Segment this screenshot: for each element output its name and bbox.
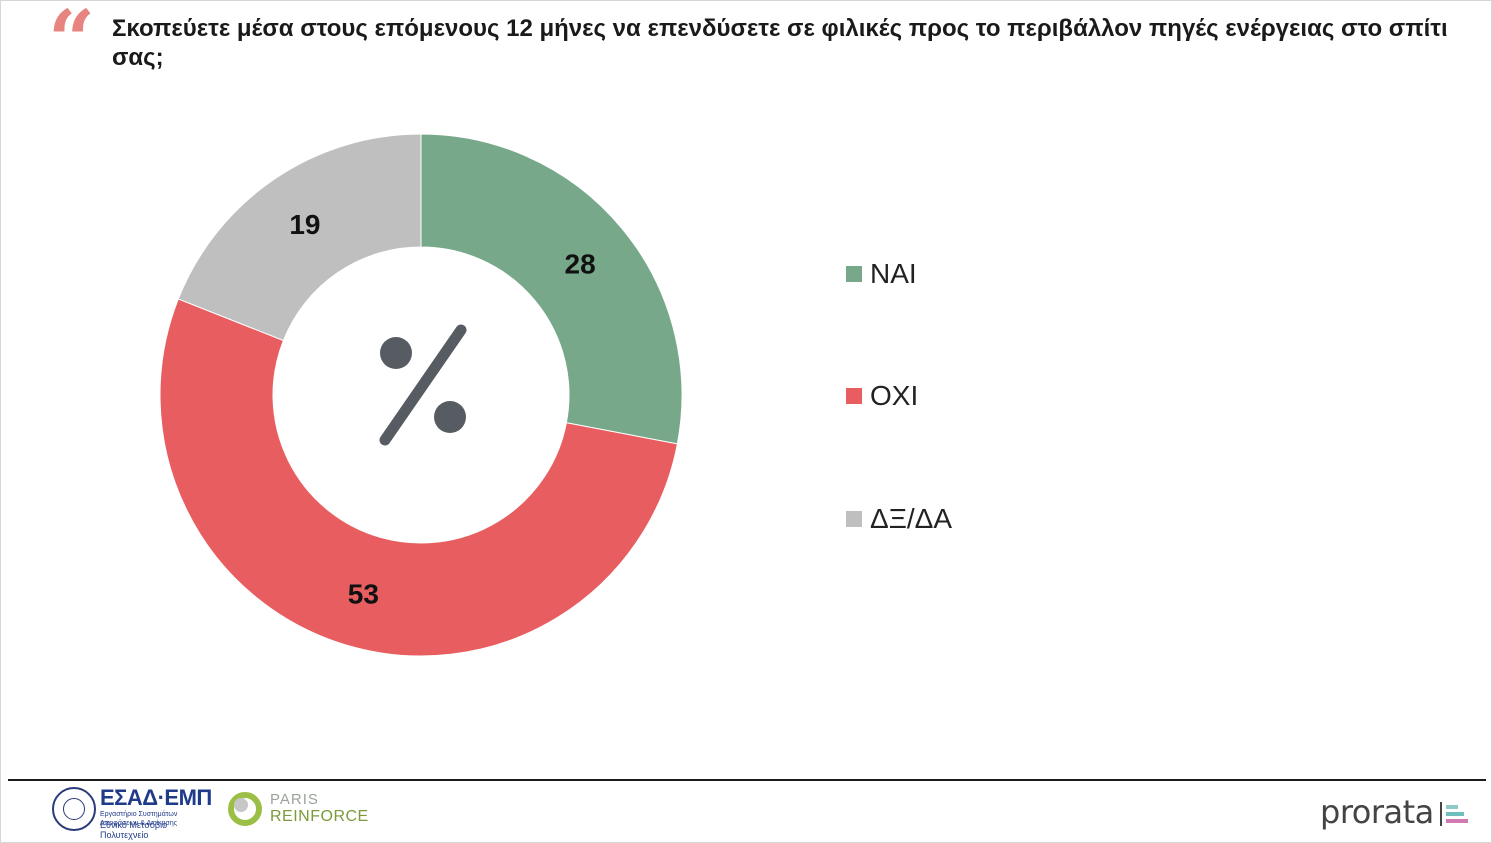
paris-reinforce-logo: PARIS REINFORCE — [228, 790, 378, 830]
quote-mark-icon: “ — [48, 0, 95, 89]
slice-value-label-1: 28 — [565, 248, 596, 279]
legend-swatch — [846, 388, 862, 404]
esad-logo-name: ΕΣΑΔ·ΕΜΠ — [100, 785, 212, 810]
legend-label: ΟΧΙ — [870, 380, 919, 411]
percent-icon — [379, 324, 467, 446]
prorata-logo: prorata — [1320, 794, 1470, 834]
footer-divider — [8, 779, 1486, 781]
prorata-bars-icon — [1440, 802, 1468, 826]
donut-slice-2 — [159, 298, 678, 657]
paris-logo-line1: PARIS — [270, 791, 319, 808]
esad-logo-subtitle: Εργαστήριο Συστημάτων Αποφάσεων & Διοίκη… — [100, 811, 178, 827]
donut-slice-1 — [420, 133, 683, 445]
legend-swatch — [846, 511, 862, 527]
paris-reinforce-mark-icon — [228, 792, 262, 826]
ntua-seal-icon — [52, 787, 96, 831]
prorata-logo-text: prorata — [1320, 793, 1434, 831]
legend-swatch — [846, 266, 862, 282]
legend-label: ΔΞ/ΔΑ — [870, 503, 953, 534]
esad-emp-logo: ΕΣΑΔ·ΕΜΠ Εργαστήριο Συστημάτων Αποφάσεων… — [52, 786, 212, 840]
slice-value-label-3: 19 — [289, 209, 320, 240]
donut-chart: 28 53 19 — [159, 133, 683, 657]
slice-value-label-2: 53 — [348, 578, 379, 609]
paris-logo-line2: REINFORCE — [270, 808, 369, 825]
question-title: Σκοπεύετε μέσα στους επόμενους 12 μήνες … — [112, 15, 1448, 71]
esad-logo-university: Εθνικό Μετσόβιο Πολυτεχνείο — [100, 820, 168, 840]
legend-label: ΝΑΙ — [870, 258, 917, 289]
donut-slice-3 — [177, 133, 422, 342]
